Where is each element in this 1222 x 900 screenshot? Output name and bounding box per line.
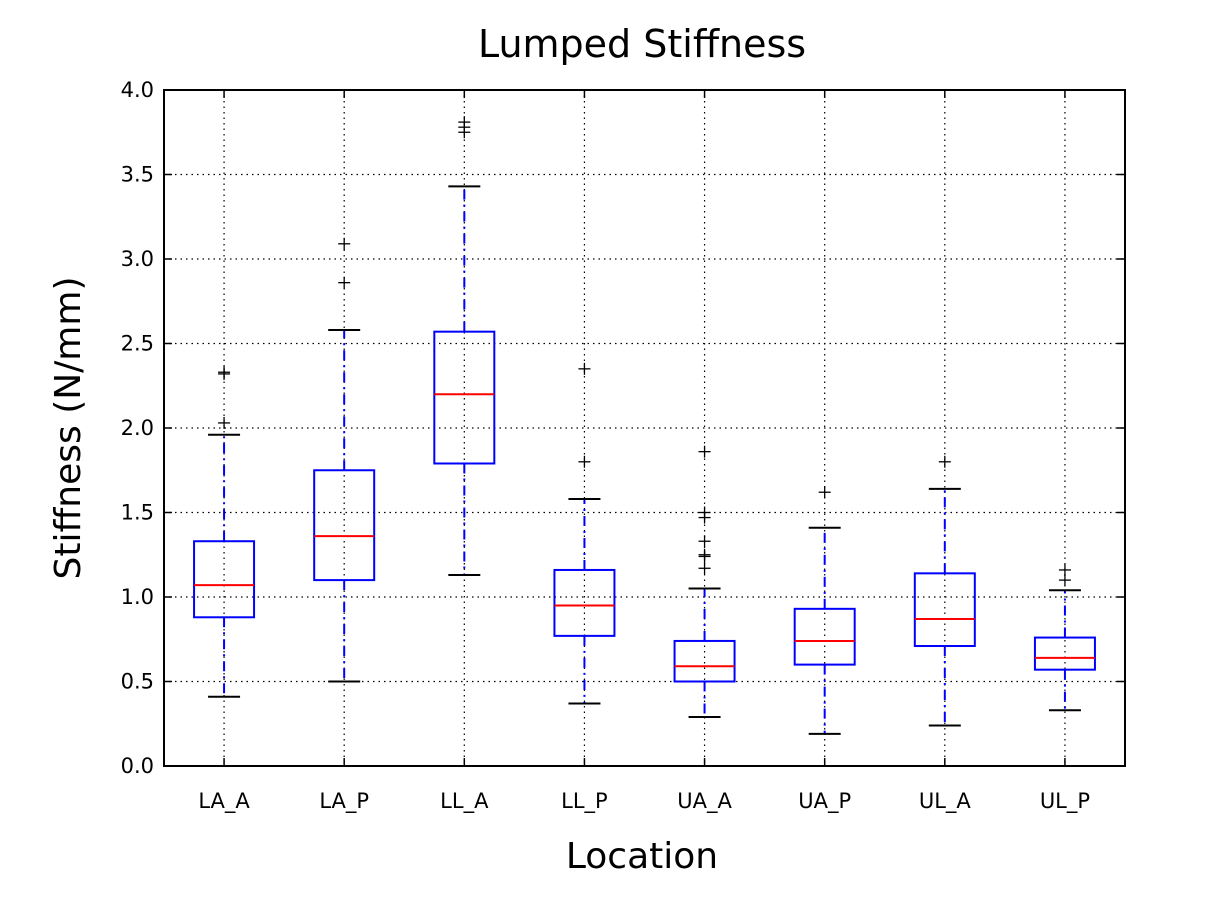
outlier-marker (698, 445, 711, 458)
outlier-marker (338, 276, 351, 289)
axis-ticks: 0.0 0.5 1.0 1.5 2.0 2.5 3.0 3.5 4.0 LA_A LA_P LL_A L… (121, 78, 1125, 814)
outlier-marker (338, 237, 351, 250)
y-tick-label: 2.0 (121, 416, 154, 440)
x-tick-label: LL_P (561, 789, 608, 814)
outlier-marker (458, 116, 471, 129)
y-axis-label: Stiffness (N/mm) (48, 277, 89, 580)
x-tick-label: UL_P (1040, 789, 1090, 814)
box-group-ll-a (433, 116, 496, 577)
iqr-box (793, 607, 856, 666)
x-tick-label: LA_A (198, 789, 250, 814)
grid-lines (164, 90, 1125, 766)
x-tick-label: LL_A (440, 789, 489, 814)
y-tick-label: 0.0 (121, 754, 154, 778)
x-tick-label: UL_A (919, 789, 972, 814)
box-group-ll-p (553, 362, 616, 705)
y-tick-label: 0.5 (121, 670, 154, 694)
outlier-marker (698, 535, 711, 548)
iqr-box (913, 572, 976, 648)
y-tick-label: 1.5 (121, 501, 154, 525)
y-tick-label: 3.5 (121, 163, 154, 187)
y-tick-label: 1.0 (121, 585, 154, 609)
chart-title: Lumped Stiffness (478, 22, 806, 66)
box-group-ul-a (913, 455, 976, 727)
outlier-marker (218, 416, 231, 429)
outlier-marker (578, 455, 591, 468)
iqr-box (313, 469, 376, 582)
boxplot-data (193, 116, 1096, 735)
x-tick-label: UA_A (677, 789, 732, 814)
outlier-marker (938, 455, 951, 468)
outlier-marker (218, 366, 231, 379)
outlier-marker (578, 362, 591, 375)
outlier-marker (698, 506, 711, 519)
outlier-marker (698, 562, 711, 575)
outlier-marker (1058, 574, 1071, 587)
box-group-ua-p (793, 486, 856, 735)
outlier-marker (698, 548, 711, 561)
x-tick-label: LA_P (319, 789, 369, 814)
y-tick-label: 3.0 (121, 247, 154, 271)
iqr-box (433, 330, 496, 465)
outlier-marker (1058, 563, 1071, 576)
y-tick-label: 4.0 (121, 78, 154, 102)
box-group-ua-a (673, 445, 736, 718)
outlier-marker (818, 486, 831, 499)
iqr-box (1033, 636, 1096, 671)
box-group-la-p (313, 237, 376, 683)
box-group-ul-p (1033, 563, 1096, 712)
iqr-box (553, 568, 616, 637)
y-tick-label: 2.5 (121, 332, 154, 356)
iqr-box (193, 540, 256, 619)
box-group-la-a (193, 366, 256, 698)
iqr-box (673, 639, 736, 683)
x-axis-label: Location (566, 836, 718, 877)
x-tick-label: UA_P (798, 789, 851, 814)
